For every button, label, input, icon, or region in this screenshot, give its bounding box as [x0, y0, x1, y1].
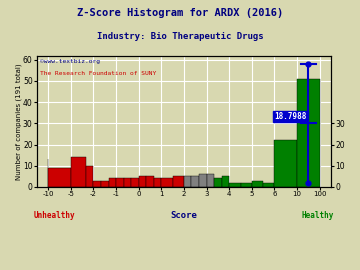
Bar	[207, 174, 214, 187]
Bar	[229, 183, 240, 187]
Bar	[123, 178, 131, 187]
Bar	[184, 176, 192, 187]
Bar	[139, 176, 146, 187]
Bar	[214, 178, 222, 187]
Bar	[173, 176, 184, 187]
Bar	[109, 178, 116, 187]
Text: Industry: Bio Therapeutic Drugs: Industry: Bio Therapeutic Drugs	[97, 32, 263, 41]
Bar	[93, 181, 101, 187]
Y-axis label: Number of companies (191 total): Number of companies (191 total)	[15, 63, 22, 180]
Bar	[146, 176, 154, 187]
Bar	[116, 178, 123, 187]
Bar	[192, 176, 199, 187]
Text: ©www.textbiz.org: ©www.textbiz.org	[40, 59, 100, 65]
Bar	[154, 178, 161, 187]
Bar	[240, 183, 252, 187]
Bar	[161, 178, 173, 187]
Text: The Research Foundation of SUNY: The Research Foundation of SUNY	[40, 71, 156, 76]
Bar	[297, 79, 320, 187]
Text: 18.7988: 18.7988	[274, 112, 307, 121]
Bar	[101, 181, 109, 187]
Text: Unhealthy: Unhealthy	[34, 211, 76, 220]
Text: Z-Score Histogram for ARDX (2016): Z-Score Histogram for ARDX (2016)	[77, 8, 283, 18]
Bar	[274, 140, 297, 187]
Text: Score: Score	[171, 211, 197, 220]
Bar	[199, 174, 207, 187]
Bar	[86, 166, 93, 187]
Bar	[48, 168, 71, 187]
Bar	[252, 181, 263, 187]
Text: Healthy: Healthy	[302, 211, 334, 220]
Bar	[131, 178, 139, 187]
Bar	[263, 183, 274, 187]
Bar	[222, 176, 229, 187]
Bar	[71, 157, 86, 187]
